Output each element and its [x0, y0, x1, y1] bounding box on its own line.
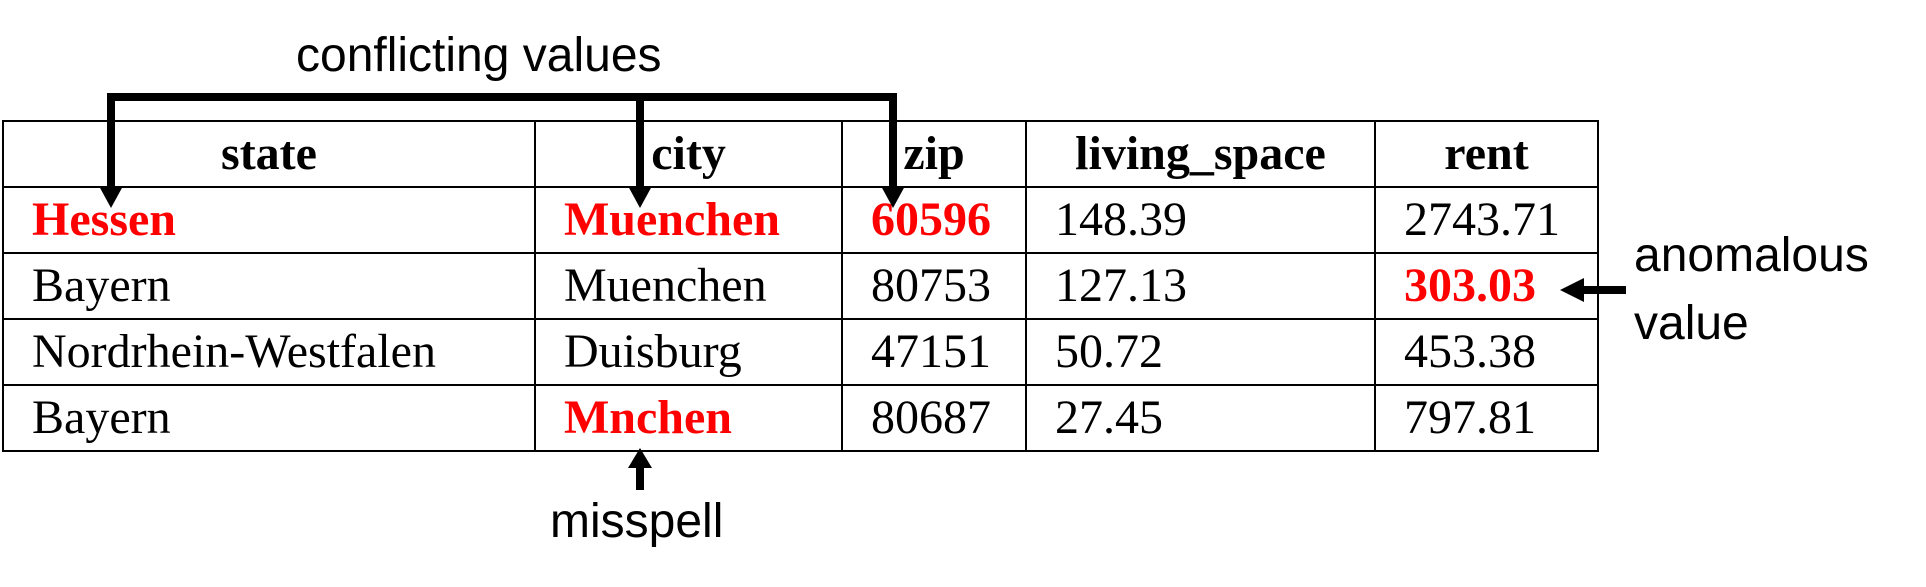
table-row: Bayern Muenchen 80753 127.13 303.03 — [2, 252, 1599, 320]
table-row: Hessen Muenchen 60596 148.39 2743.71 — [2, 186, 1599, 254]
cell-state: Bayern — [2, 384, 536, 452]
header-state: state — [2, 120, 536, 188]
table-row: Bayern Mnchen 80687 27.45 797.81 — [2, 384, 1599, 452]
arrowhead-down-city — [628, 186, 652, 208]
anomalous-label-line1: anomalous — [1634, 229, 1869, 282]
cell-city: Duisburg — [534, 318, 843, 386]
cell-state: Bayern — [2, 252, 536, 320]
arrowhead-down-state — [99, 186, 123, 208]
cell-rent: 2743.71 — [1374, 186, 1599, 254]
cell-city-misspelled: Mnchen — [534, 384, 843, 452]
cell-rent: 797.81 — [1374, 384, 1599, 452]
arrowhead-up-misspell — [628, 448, 652, 468]
cell-state-conflict: Hessen — [2, 186, 536, 254]
cell-zip: 80753 — [841, 252, 1027, 320]
header-zip: zip — [841, 120, 1027, 188]
header-rent: rent — [1374, 120, 1599, 188]
arrowhead-left-anomalous — [1560, 278, 1584, 302]
header-living-space: living_space — [1025, 120, 1376, 188]
cell-zip-conflict: 60596 — [841, 186, 1027, 254]
cell-zip: 47151 — [841, 318, 1027, 386]
cell-living-space: 148.39 — [1025, 186, 1376, 254]
cell-state: Nordrhein-Westfalen — [2, 318, 536, 386]
header-city: city — [534, 120, 843, 188]
table-row: Nordrhein-Westfalen Duisburg 47151 50.72… — [2, 318, 1599, 386]
misspell-label: misspell — [550, 495, 724, 548]
cell-city: Muenchen — [534, 252, 843, 320]
cell-living-space: 27.45 — [1025, 384, 1376, 452]
cell-zip: 80687 — [841, 384, 1027, 452]
cell-living-space: 127.13 — [1025, 252, 1376, 320]
data-table: state city zip living_space rent Hessen … — [2, 120, 1599, 452]
cell-rent: 453.38 — [1374, 318, 1599, 386]
anomalous-label-line2: value — [1634, 297, 1749, 350]
cell-living-space: 50.72 — [1025, 318, 1376, 386]
conflict-bracket-line — [107, 93, 897, 186]
header-row: state city zip living_space rent — [2, 120, 1599, 188]
arrowhead-down-zip — [881, 186, 905, 208]
conflicting-values-label: conflicting values — [296, 29, 662, 82]
cell-city-conflict: Muenchen — [534, 186, 843, 254]
